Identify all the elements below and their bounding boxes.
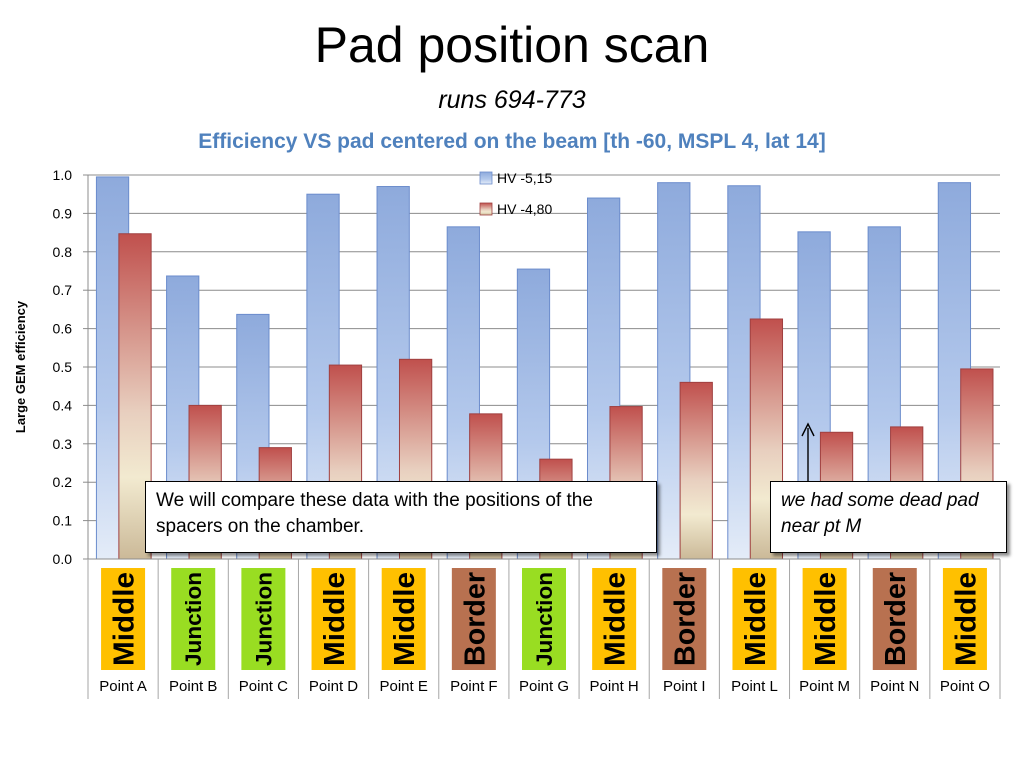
position-label: Border <box>459 572 491 666</box>
position-badge-middle <box>381 568 426 670</box>
position-label: Middle <box>600 572 632 666</box>
position-badge-border <box>662 568 707 670</box>
y-axis-ticks: 0.0 0.1 0.2 0.3 0.4 0.5 0.6 0.7 0.8 0.9 1.0 <box>53 167 89 567</box>
y-tick-label: 0.2 <box>53 474 73 490</box>
category-label: Point F <box>450 678 498 695</box>
position-label: Border <box>880 572 912 666</box>
category-label: Point I <box>663 678 706 695</box>
category-label: Point L <box>731 678 778 695</box>
y-tick-label: 0.8 <box>53 244 73 260</box>
position-badge-junction <box>241 568 286 670</box>
category-label: Point N <box>870 678 919 695</box>
category-label: Point A <box>99 678 147 695</box>
position-badge-middle <box>942 568 987 670</box>
position-badge-border <box>872 568 917 670</box>
legend-label-hv-480: HV -4,80 <box>497 201 552 217</box>
category-label: Point D <box>309 678 358 695</box>
y-tick-label: 0.0 <box>53 551 73 567</box>
category-label: Point M <box>799 678 850 695</box>
position-label: Middle <box>109 572 141 666</box>
position-label: Middle <box>319 572 351 666</box>
category-label: Point E <box>380 678 428 695</box>
position-label: Border <box>670 572 702 666</box>
y-tick-label: 0.4 <box>53 397 73 413</box>
slide-title: Pad position scan <box>314 17 710 73</box>
y-tick-label: 0.6 <box>53 321 73 337</box>
position-label: Middle <box>810 572 842 666</box>
y-tick-label: 0.9 <box>53 205 73 221</box>
category-label: Point B <box>169 678 217 695</box>
position-badge-junction <box>522 568 566 670</box>
position-badge-junction <box>171 568 216 670</box>
y-tick-label: 0.1 <box>53 513 73 529</box>
category-label: Point H <box>590 678 639 695</box>
category-axis: Middle Point A Junction Point B Junction Poin… <box>87 558 1001 699</box>
position-badge-middle <box>592 568 637 670</box>
chart-title: Efficiency VS pad centered on the beam [… <box>198 130 825 153</box>
legend-swatch-hv-515 <box>479 171 493 185</box>
position-badge-border <box>451 568 496 670</box>
y-tick-label: 1.0 <box>53 167 73 183</box>
legend-label-hv-515: HV -5,15 <box>497 170 552 186</box>
y-tick-label: 0.3 <box>53 436 73 452</box>
category-label: Point G <box>519 678 569 695</box>
legend-swatch-hv-480 <box>479 202 493 216</box>
position-badge-middle <box>802 568 847 670</box>
position-badge-middle <box>311 568 356 670</box>
position-label: Junction <box>532 572 557 666</box>
comparison-note: We will compare these data with the posi… <box>145 481 657 553</box>
position-label: Junction <box>251 572 276 666</box>
position-label: Junction <box>181 572 206 666</box>
category-label: Point O <box>940 678 990 695</box>
slide-subtitle: runs 694-773 <box>438 86 586 114</box>
position-badge-middle <box>101 568 146 670</box>
dead-pad-note: we had some dead pad near pt M <box>770 481 1007 553</box>
category-label: Point C <box>239 678 288 695</box>
position-label: Middle <box>740 572 772 666</box>
legend: HV -5,15 HV -4,80 <box>479 170 552 217</box>
position-badge-middle <box>732 568 777 670</box>
position-label: Middle <box>389 572 421 666</box>
y-tick-label: 0.5 <box>53 359 73 375</box>
dead-pad-arrow <box>801 422 815 488</box>
bar-hv-480-point-i <box>679 381 713 560</box>
y-tick-label: 0.7 <box>53 282 73 298</box>
position-label: Middle <box>950 572 982 666</box>
y-axis-label: Large GEM efficiency <box>13 300 28 433</box>
